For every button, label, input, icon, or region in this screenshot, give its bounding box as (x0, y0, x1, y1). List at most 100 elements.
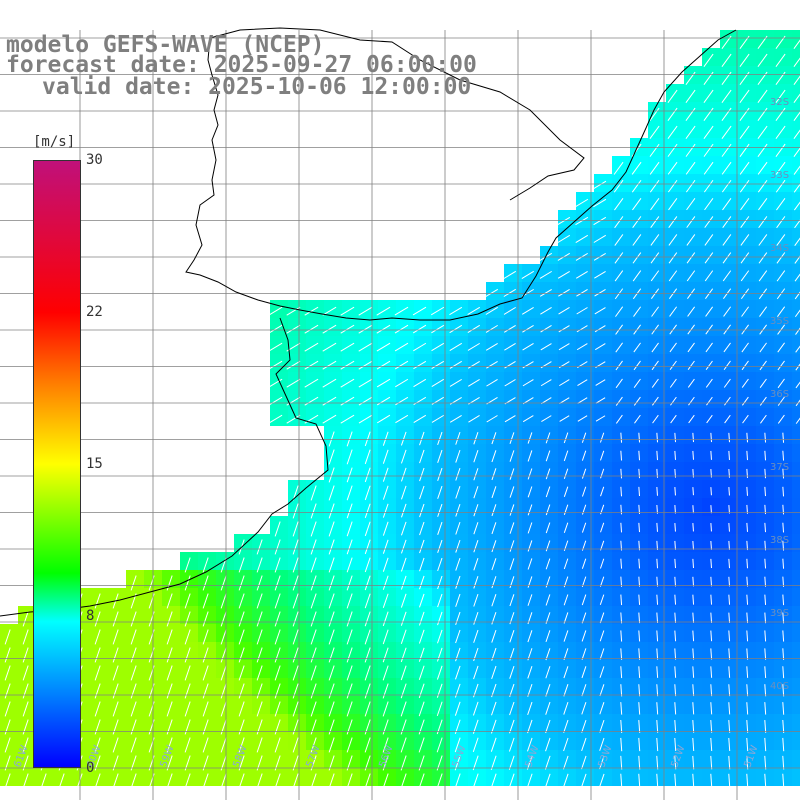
wind-arrow (757, 107, 768, 121)
wind-arrow (166, 611, 173, 627)
wind-arrow (775, 179, 786, 193)
wind-arrow (728, 666, 731, 678)
wind-arrow (504, 361, 516, 369)
wind-arrow (376, 414, 391, 424)
wind-arrow (220, 701, 227, 717)
wind-arrow (400, 449, 407, 464)
wind-arrow (620, 684, 623, 697)
wind-arrow (256, 737, 263, 753)
wind-arrow (576, 307, 588, 315)
wind-arrow (4, 629, 11, 645)
wind-arrow (721, 161, 732, 175)
wind-arrow (256, 773, 263, 789)
forecast-date: forecast date: 2025-09-27 06:00:00 (6, 52, 477, 78)
wind-arrow (220, 665, 227, 681)
wind-arrow (563, 630, 569, 642)
wind-arrow (742, 414, 749, 424)
wind-arrow (667, 179, 678, 193)
wind-arrow (112, 629, 119, 645)
wind-arrow (580, 773, 587, 788)
wind-arrow (455, 485, 461, 499)
wind-arrow (364, 467, 371, 483)
wind-arrow (710, 702, 713, 715)
wind-arrow (631, 161, 642, 175)
wind-arrow (710, 594, 713, 605)
wind-arrow (764, 720, 767, 733)
wind-arrow (540, 343, 552, 351)
wind-arrow (656, 486, 658, 496)
wind-arrow (594, 325, 606, 333)
wind-arrow (599, 737, 605, 751)
wind-arrow (740, 216, 750, 228)
wind-speed-cell (792, 462, 800, 480)
wind-arrow (286, 414, 301, 424)
wind-arrow (782, 755, 785, 770)
wind-arrow (292, 485, 299, 501)
wind-arrow (692, 505, 694, 514)
wind-arrow (364, 521, 371, 537)
wind-arrow (710, 666, 713, 678)
wind-arrow (575, 234, 589, 243)
wind-arrow (491, 486, 497, 499)
wind-arrow (202, 683, 209, 699)
wind-arrow (685, 161, 696, 175)
wind-arrow (687, 342, 695, 353)
wind-arrow (776, 252, 786, 264)
wind-arrow (509, 522, 515, 534)
wind-arrow (705, 378, 713, 388)
wind-arrow (382, 467, 389, 482)
wind-arrow (746, 702, 749, 715)
wind-arrow (764, 432, 767, 443)
wind-arrow (710, 558, 712, 569)
wind-arrow (220, 737, 227, 753)
wind-arrow (656, 684, 659, 697)
wind-arrow (473, 629, 479, 643)
wind-speed-cell (792, 210, 800, 228)
wind-arrow (238, 737, 245, 753)
wind-arrow (620, 755, 623, 770)
wind-arrow (256, 701, 263, 717)
wind-arrow (436, 647, 443, 662)
latitude-label: 34S (770, 243, 789, 254)
wind-arrow (728, 540, 730, 550)
wind-arrow (669, 342, 677, 353)
wind-arrow (667, 125, 678, 139)
wind-arrow (721, 89, 732, 103)
wind-arrow (782, 719, 785, 733)
wind-arrow (166, 665, 173, 681)
wind-arrow (782, 594, 785, 606)
wind-arrow (764, 576, 767, 587)
wind-arrow (184, 737, 191, 753)
wind-arrow (581, 719, 587, 733)
wind-arrow (668, 198, 678, 211)
wind-arrow (794, 219, 800, 229)
wind-arrow (739, 161, 750, 175)
wind-arrow (376, 324, 391, 334)
wind-arrow (710, 684, 713, 697)
wind-arrow (723, 360, 731, 371)
wind-arrow (581, 684, 587, 697)
wind-arrow (614, 270, 624, 282)
wind-arrow (527, 630, 533, 643)
wind-arrow (728, 773, 731, 788)
wind-arrow (746, 666, 749, 678)
wind-arrow (686, 198, 696, 211)
wind-arrow (563, 432, 569, 444)
wind-arrow (620, 773, 623, 788)
wind-arrow (4, 773, 11, 789)
wind-arrow (577, 397, 588, 404)
wind-arrow (705, 360, 713, 370)
wind-arrow (486, 361, 498, 369)
wind-arrow (166, 629, 173, 645)
wind-arrow (431, 378, 445, 387)
wind-arrow (667, 161, 678, 175)
wind-arrow (651, 324, 659, 335)
wind-arrow (674, 755, 677, 770)
wind-arrow (256, 593, 263, 609)
wind-arrow (793, 93, 800, 103)
wind-arrow (376, 396, 391, 406)
wind-arrow (638, 773, 641, 788)
wind-arrow (436, 665, 443, 680)
wind-speed-cell (792, 714, 800, 732)
wind-arrow (764, 702, 767, 715)
